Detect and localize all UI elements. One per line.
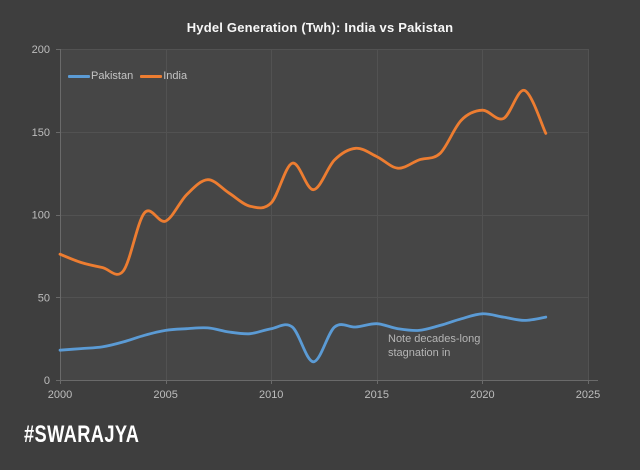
india-line-swatch-icon: [140, 74, 163, 78]
chart-title: Hydel Generation (Twh): India vs Pakista…: [186, 20, 454, 35]
axes: [56, 49, 598, 384]
annotation-text: Note decades-long stagnation in: [388, 333, 481, 359]
svg-text:2000: 2000: [48, 389, 72, 401]
pakistan-line-swatch-icon: [68, 74, 90, 78]
legend-label-pakistan: Pakistan: [91, 70, 134, 82]
svg-text:2015: 2015: [365, 389, 389, 401]
svg-text:50: 50: [38, 292, 50, 304]
svg-text:2010: 2010: [259, 389, 283, 401]
svg-text:2005: 2005: [153, 389, 177, 401]
svg-text:100: 100: [32, 210, 50, 222]
svg-text:2025: 2025: [576, 389, 600, 401]
legend-item-india: India: [140, 70, 187, 82]
x-tick-labels: 2000 2005 2010 2015 2020 2025: [48, 389, 600, 401]
legend-label-india: India: [163, 70, 188, 82]
svg-text:2020: 2020: [470, 389, 494, 401]
swarajya-watermark: #SWARAJYA: [24, 421, 140, 448]
svg-text:0: 0: [44, 375, 50, 387]
legend: Pakistan India: [68, 70, 194, 82]
y-tick-labels: 0 50 100 150 200: [32, 44, 50, 387]
india-series-line: [58, 89, 548, 276]
legend-item-pakistan: Pakistan: [68, 70, 133, 82]
svg-text:150: 150: [32, 127, 50, 139]
svg-text:200: 200: [32, 44, 50, 56]
pakistan-series-line: [58, 312, 548, 364]
plot-background: [60, 49, 588, 380]
